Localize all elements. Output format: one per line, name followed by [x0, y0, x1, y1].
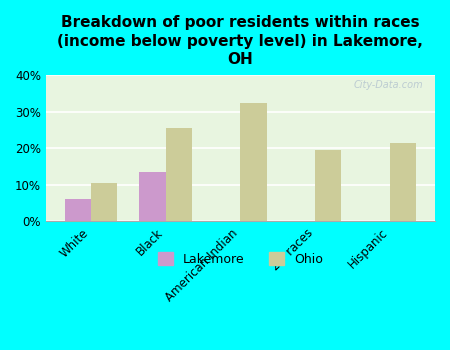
Title: Breakdown of poor residents within races
(income below poverty level) in Lakemor: Breakdown of poor residents within races… — [58, 15, 423, 67]
Bar — [240, 103, 266, 221]
Bar — [64, 199, 91, 221]
Bar — [91, 183, 117, 221]
Text: City-Data.com: City-Data.com — [354, 80, 423, 90]
Bar — [315, 150, 342, 221]
Bar — [166, 128, 192, 221]
Bar — [140, 172, 166, 221]
Bar — [390, 143, 416, 221]
Legend: Lakemore, Ohio: Lakemore, Ohio — [153, 247, 328, 271]
